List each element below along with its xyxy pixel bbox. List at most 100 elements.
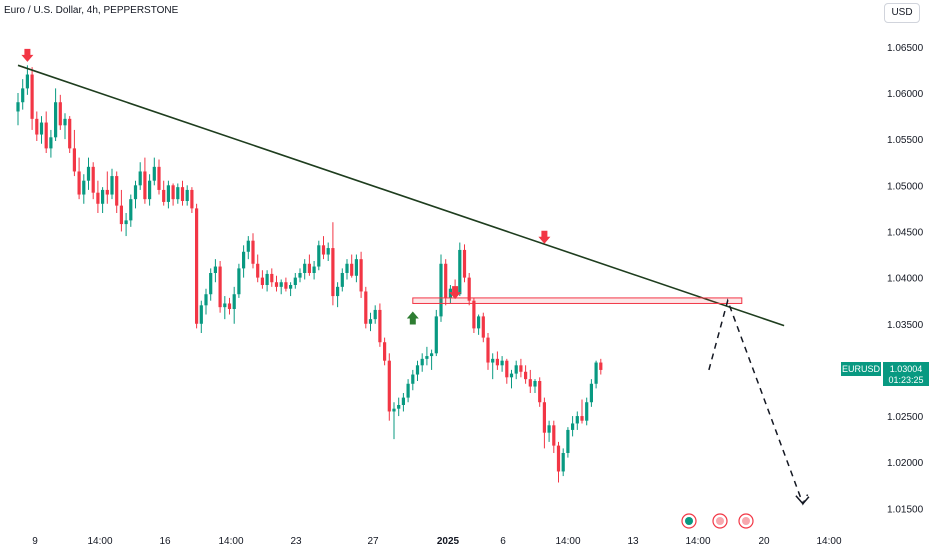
candle-body [209, 273, 213, 295]
candle-body [467, 277, 471, 301]
candle-body [284, 282, 288, 289]
candle-body [321, 245, 326, 255]
candle-body [138, 171, 142, 186]
candle-body [86, 166, 91, 181]
candle-body [289, 285, 293, 289]
y-tick-label: 1.02000 [887, 458, 924, 469]
candle-body [575, 416, 579, 424]
candle-body [96, 192, 100, 204]
candle-body [331, 248, 335, 297]
candle-body [195, 208, 199, 324]
candle-body [119, 205, 123, 225]
candle-body [115, 176, 119, 206]
candle-body [105, 189, 109, 195]
candle-body [444, 263, 448, 298]
x-tick-label: 9 [32, 536, 38, 547]
candle-body [82, 180, 86, 195]
candle-body [265, 273, 269, 285]
candle-body [180, 187, 185, 201]
candle-body [72, 148, 76, 172]
arrow-down-icon [449, 286, 462, 300]
symbol-tag-bg [841, 362, 881, 376]
candle-body [420, 358, 424, 366]
candle-body [171, 185, 175, 200]
candle-body [204, 294, 208, 306]
x-tick-label: 16 [159, 536, 171, 547]
candle-body [514, 365, 518, 374]
candle-body [477, 316, 481, 329]
event-flag-dot [742, 517, 750, 525]
candle-body [430, 353, 434, 357]
overlays-group [17, 48, 810, 506]
y-tick-label: 1.03500 [887, 320, 924, 331]
candle-body [21, 88, 25, 103]
y-tick-label: 1.05000 [887, 181, 924, 192]
candle-body [49, 137, 53, 149]
candles-group [16, 65, 603, 483]
candle-body [458, 249, 462, 295]
x-tick-label: 6 [500, 536, 506, 547]
candle-body [495, 358, 499, 366]
time-axis[interactable]: 9 14:00 16 14:00 23 27 2025 6 14:00 13 14:00 20 14:0… [32, 536, 842, 547]
candle-body [556, 445, 561, 472]
candle-body [345, 263, 349, 273]
candle-body [387, 360, 391, 412]
candle-body [392, 408, 396, 412]
candle-body [462, 249, 467, 278]
candle-body [524, 371, 528, 380]
currency-button[interactable]: USD [884, 3, 920, 23]
candle-body [199, 305, 203, 324]
candle-body [129, 199, 133, 221]
candle-body [298, 273, 302, 278]
candle-body [589, 383, 593, 403]
y-tick-label: 1.04000 [887, 274, 924, 285]
candle-body [101, 189, 105, 204]
candle-body [176, 187, 180, 200]
x-tick-label: 14:00 [218, 536, 243, 547]
candle-body [68, 118, 72, 149]
candle-body [439, 263, 443, 317]
candle-body [213, 266, 217, 273]
candle-body [368, 319, 373, 324]
candle-body [594, 362, 598, 384]
candle-body [307, 263, 311, 273]
candle-body [190, 189, 194, 209]
candle-body [124, 220, 128, 225]
candle-body [491, 358, 495, 363]
price-tag-value: 1.03004 [890, 364, 923, 374]
candle-body [279, 282, 283, 287]
candle-body [411, 374, 415, 384]
y-tick-label: 1.05500 [887, 135, 924, 146]
candle-body [561, 453, 565, 472]
x-tick-label: 14:00 [685, 536, 710, 547]
candle-body [326, 248, 330, 255]
candle-body [571, 423, 575, 430]
candle-body [274, 282, 279, 287]
candle-body [585, 402, 589, 421]
y-tick-label: 1.06500 [887, 43, 924, 54]
candle-body [486, 337, 490, 363]
candle-body [373, 309, 377, 320]
x-tick-label: 13 [627, 536, 639, 547]
candle-body [152, 166, 156, 181]
candle-body [256, 263, 260, 278]
candle-body [566, 429, 570, 453]
candle-body [227, 303, 232, 309]
candle-body [336, 286, 340, 297]
candle-body [406, 383, 410, 398]
price-tag-countdown: 01:23:25 [888, 375, 923, 385]
candle-body [303, 263, 307, 273]
candle-body [148, 180, 152, 200]
candle-body [599, 362, 603, 370]
x-tick-label: 14:00 [555, 536, 580, 547]
y-tick-label: 1.04500 [887, 227, 924, 238]
price-axis[interactable]: 1.06500 1.06000 1.05500 1.05000 1.04500 1.040… [887, 43, 924, 516]
candle-body [397, 405, 401, 409]
candle-body [542, 402, 546, 433]
arrow-down-icon [538, 230, 551, 244]
candle-body [472, 300, 476, 329]
candle-body [364, 291, 368, 324]
x-tick-label: 14:00 [87, 536, 112, 547]
candle-body [354, 259, 358, 276]
